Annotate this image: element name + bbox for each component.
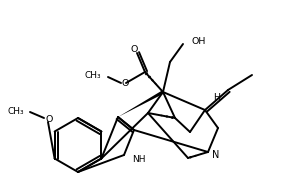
- Text: CH₃: CH₃: [84, 72, 101, 81]
- Text: OH: OH: [191, 36, 205, 46]
- Text: O: O: [45, 115, 53, 125]
- Text: NH: NH: [132, 156, 145, 165]
- Text: N: N: [212, 150, 219, 160]
- Text: CH₃: CH₃: [7, 107, 24, 115]
- Text: O: O: [121, 79, 129, 87]
- Text: O: O: [130, 44, 138, 54]
- Polygon shape: [118, 90, 164, 117]
- Text: H: H: [213, 94, 221, 102]
